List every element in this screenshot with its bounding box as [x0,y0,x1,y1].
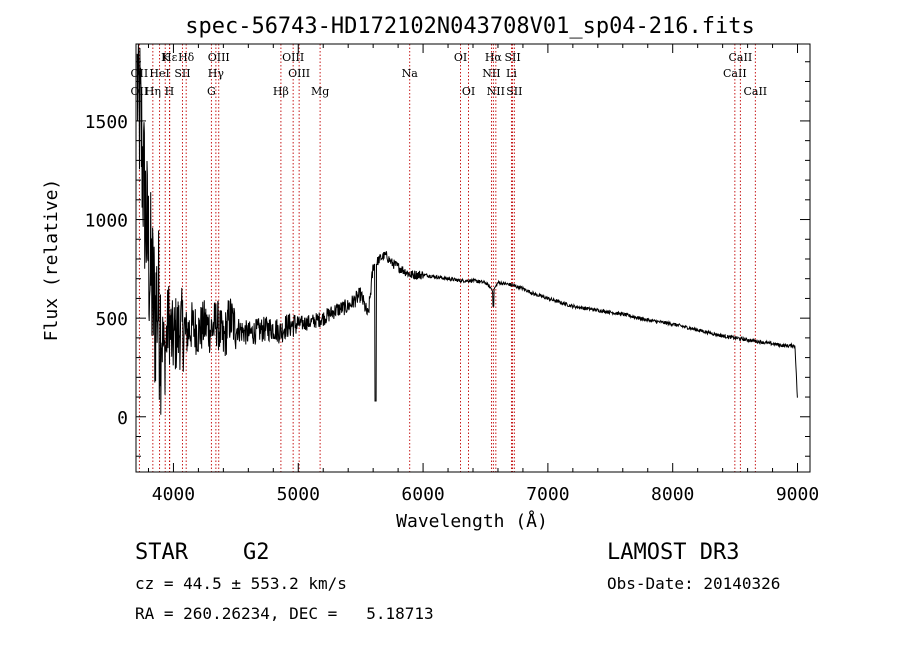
line-label: Hε [162,51,178,64]
y-tick-label: 0 [117,408,128,429]
line-label: G [207,85,216,98]
line-label: OI [462,85,475,98]
line-label: Hδ [178,51,195,64]
line-label: Hη [145,85,161,98]
line-label: OI [454,51,467,64]
line-label: NII [482,67,500,80]
x-tick-label: 8000 [651,484,694,505]
subclass: G2 [243,540,270,565]
object-type: STAR [135,540,188,565]
x-tick-label: 9000 [776,484,819,505]
line-label: K [161,51,170,64]
line-label: Hα [485,51,503,64]
y-axis-label: Flux (relative) [41,179,62,342]
x-tick-label: 7000 [526,484,569,505]
x-axis-label: Wavelength (Å) [396,510,548,532]
coordinates: RA = 260.26234, DEC = 5.18713 [135,604,434,623]
line-label: Na [402,67,419,80]
chart-title: spec-56743-HD172102N043708V01_sp04-216.f… [185,14,755,39]
obs-date: Obs-Date: 20140326 [607,574,781,593]
y-tick-label: 1500 [85,112,128,133]
line-label: Li [506,67,517,80]
line-label: Hγ [208,67,225,80]
survey-name: LAMOST DR3 [607,540,740,565]
line-label: H [165,85,175,98]
line-label: SII [504,51,520,64]
line-label: NII [487,85,505,98]
x-axis: 4000 5000 6000 7000 8000 9000 [147,44,819,505]
x-tick-label: 5000 [277,484,320,505]
line-label: Mg [311,85,329,98]
y-tick-label: 500 [95,309,128,330]
line-label: CaII [723,67,747,80]
redshift-text: cz = 44.5 ± 553.2 km/s [135,574,347,593]
line-label: SII [506,85,522,98]
y-axis: 0 500 1000 1500 [85,61,810,457]
plot-frame [135,43,811,473]
line-label: CaII [729,51,753,64]
line-label: SII [174,67,190,80]
y-tick-label: 1000 [85,211,128,232]
spectrum-line [136,43,798,415]
x-tick-label: 4000 [152,484,195,505]
x-tick-label: 6000 [401,484,444,505]
line-label: CaII [743,85,767,98]
line-label: HeI [149,67,169,80]
line-label: Hβ [273,85,289,98]
line-label: OIII [288,67,310,80]
line-label: OIII [282,51,304,64]
line-label: OIII [208,51,230,64]
reference-lines [138,44,756,472]
